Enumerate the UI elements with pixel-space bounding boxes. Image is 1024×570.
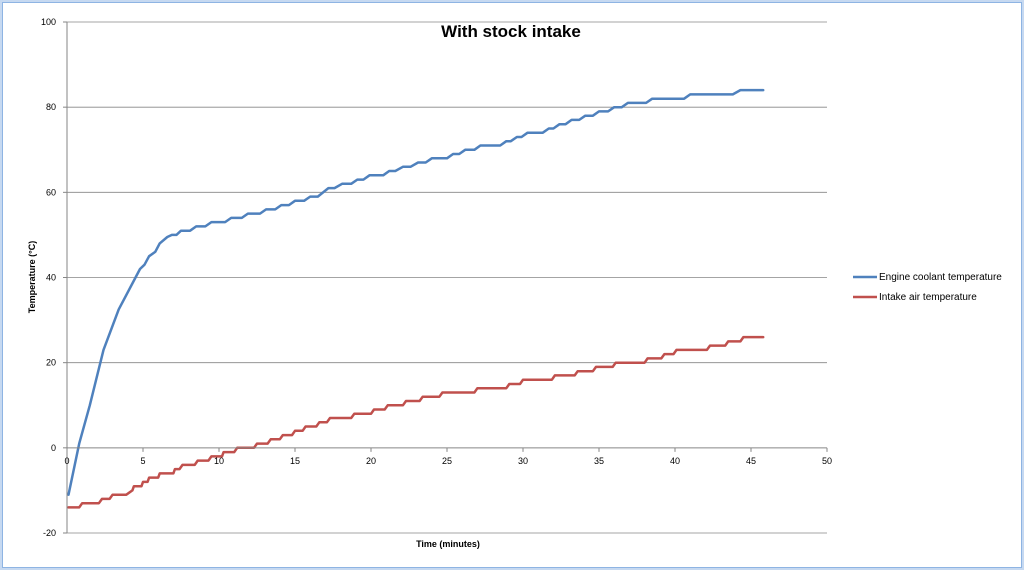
x-tick-label: 10 xyxy=(214,456,224,466)
series-lines xyxy=(67,88,765,509)
legend-label-intake-air: Intake air temperature xyxy=(879,292,977,303)
y-tick-label: 40 xyxy=(46,273,56,283)
series-line-engine-coolant xyxy=(67,88,765,496)
series-line-intake-air xyxy=(67,335,765,509)
y-tick-label: 60 xyxy=(46,187,56,197)
x-tick-label: 0 xyxy=(64,456,69,466)
axes xyxy=(63,21,828,534)
x-tick-label: 40 xyxy=(670,456,680,466)
legend: Engine coolant temperature Intake air te… xyxy=(853,272,1002,303)
x-tick-label: 20 xyxy=(366,456,376,466)
y-tick-label: 80 xyxy=(46,102,56,112)
x-tick-label: 30 xyxy=(518,456,528,466)
x-tick-label: 50 xyxy=(822,456,832,466)
y-tick-label: 0 xyxy=(51,443,56,453)
gridlines xyxy=(67,21,827,534)
chart-title: With stock intake xyxy=(441,22,581,41)
tick-labels: -20 0 20 40 60 80 100 0 5 10 15 20 25 30 35 40 45 50 xyxy=(41,17,832,538)
x-axis-title: Time (minutes) xyxy=(416,539,480,549)
x-tick-label: 45 xyxy=(746,456,756,466)
legend-label-engine-coolant: Engine coolant temperature xyxy=(879,272,1002,283)
y-tick-label: -20 xyxy=(43,528,56,538)
y-tick-label: 20 xyxy=(46,358,56,368)
y-tick-label: 100 xyxy=(41,17,56,27)
y-axis-title: Temperature (°C) xyxy=(27,241,37,313)
x-tick-label: 35 xyxy=(594,456,604,466)
x-tick-label: 5 xyxy=(140,456,145,466)
x-tick-label: 15 xyxy=(290,456,300,466)
x-tick-label: 25 xyxy=(442,456,452,466)
